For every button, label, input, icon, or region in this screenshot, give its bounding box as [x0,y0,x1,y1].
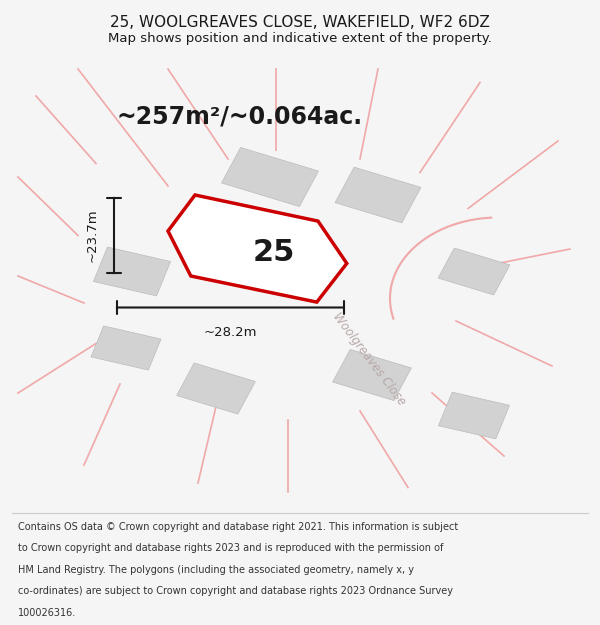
Text: 25: 25 [253,238,295,267]
Text: to Crown copyright and database rights 2023 and is reproduced with the permissio: to Crown copyright and database rights 2… [18,543,443,553]
Text: 25, WOOLGREAVES CLOSE, WAKEFIELD, WF2 6DZ: 25, WOOLGREAVES CLOSE, WAKEFIELD, WF2 6D… [110,15,490,30]
Text: 100026316.: 100026316. [18,608,76,618]
Text: ~28.2m: ~28.2m [203,326,257,339]
Polygon shape [94,247,170,296]
Text: Woolgreaves Close: Woolgreaves Close [330,311,408,408]
Polygon shape [91,326,161,370]
Polygon shape [332,349,412,401]
Text: ~23.7m: ~23.7m [86,209,99,262]
Polygon shape [168,195,347,302]
Text: Contains OS data © Crown copyright and database right 2021. This information is : Contains OS data © Crown copyright and d… [18,521,458,531]
Text: ~257m²/~0.064ac.: ~257m²/~0.064ac. [117,104,363,128]
Text: HM Land Registry. The polygons (including the associated geometry, namely x, y: HM Land Registry. The polygons (includin… [18,565,414,575]
Polygon shape [335,167,421,223]
Text: Map shows position and indicative extent of the property.: Map shows position and indicative extent… [108,32,492,45]
Polygon shape [221,148,319,206]
Polygon shape [438,248,510,295]
Text: co-ordinates) are subject to Crown copyright and database rights 2023 Ordnance S: co-ordinates) are subject to Crown copyr… [18,586,453,596]
Polygon shape [439,392,509,439]
Polygon shape [176,363,256,414]
